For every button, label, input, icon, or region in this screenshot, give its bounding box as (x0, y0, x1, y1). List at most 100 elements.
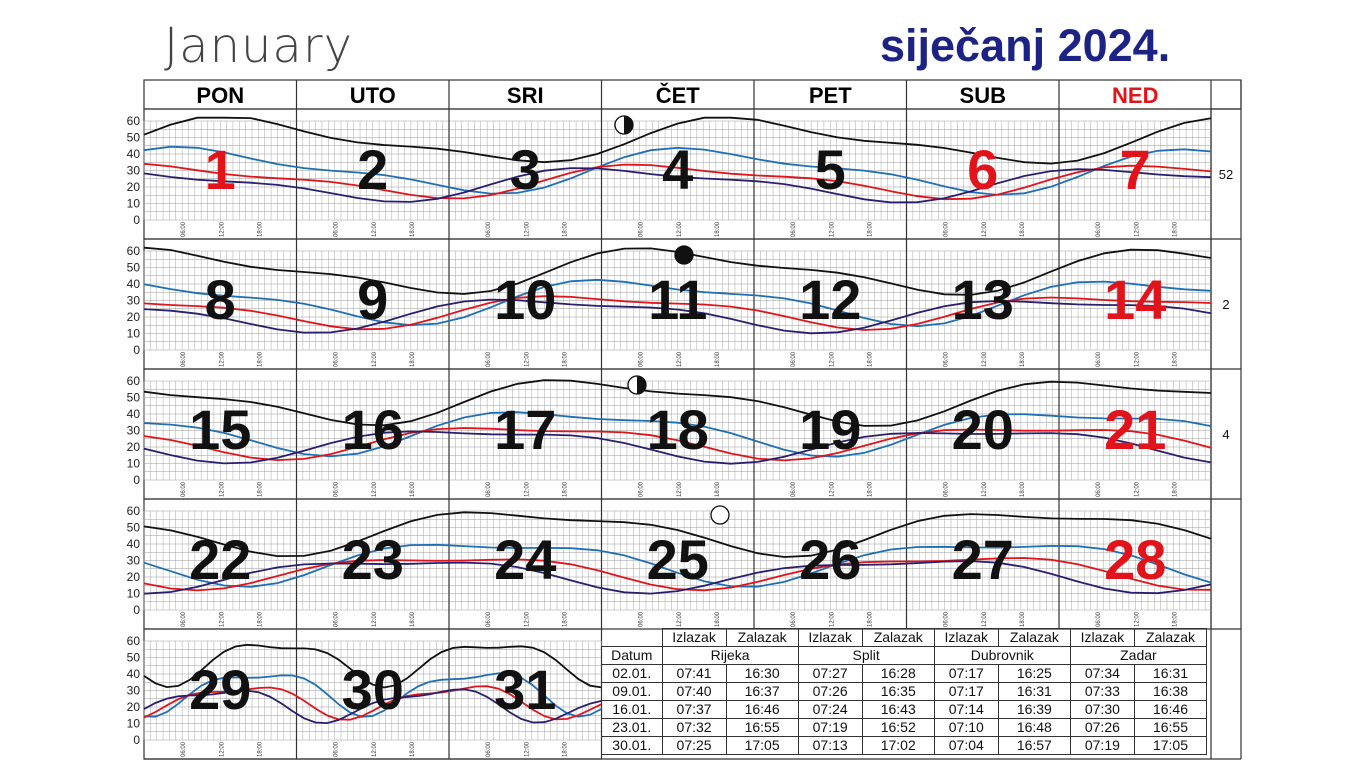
hour-label: 12:00 (677, 481, 683, 497)
hour-label: 18:00 (257, 741, 263, 757)
hour-label: 12:00 (219, 351, 225, 367)
y-tick-label: 30 (127, 424, 141, 438)
hour-label: 18:00 (410, 741, 416, 757)
hour-label: 06:00 (944, 481, 950, 497)
sunset-cell: 16:55 (1133, 718, 1208, 737)
hour-label: 12:00 (524, 741, 530, 757)
hour-label: 06:00 (639, 481, 645, 497)
sunrise-cell: 07:33 (1069, 682, 1135, 701)
week-number: 4 (1222, 427, 1229, 442)
day-number: 28 (1104, 528, 1166, 591)
hour-label: 06:00 (791, 481, 797, 497)
series-line (143, 427, 1212, 462)
y-tick-label: 50 (127, 521, 141, 535)
y-tick-label: 60 (127, 634, 141, 648)
hour-label: 18:00 (1172, 481, 1178, 497)
day-number: 10 (494, 268, 556, 331)
hour-label: 06:00 (334, 481, 340, 497)
series-line (143, 685, 602, 721)
y-tick-label: 10 (127, 197, 141, 211)
weekday-header: NED (1112, 83, 1158, 108)
y-tick-label: 0 (133, 473, 140, 487)
series-line (143, 298, 1212, 335)
weekday-header: PON (196, 83, 244, 108)
hour-label: 18:00 (257, 481, 263, 497)
sunrise-cell: 07:26 (797, 682, 863, 701)
y-tick-label: 20 (127, 440, 141, 454)
day-number: 24 (494, 528, 556, 591)
hour-label: 12:00 (524, 351, 530, 367)
series-line (143, 557, 1212, 592)
day-number: 8 (205, 268, 236, 331)
hour-label: 12:00 (219, 611, 225, 627)
hour-label: 18:00 (1020, 481, 1026, 497)
sunrise-cell: 07:13 (797, 736, 863, 755)
day-number: 21 (1104, 398, 1166, 461)
day-number: 6 (967, 138, 998, 201)
table-row: 16.01. 07:37 16:46 07:24 16:43 07:14 16:39 07:3… (601, 700, 1208, 719)
last-quarter-icon (614, 115, 634, 135)
hour-label: 06:00 (181, 351, 187, 367)
hour-label: 18:00 (867, 351, 873, 367)
y-tick-label: 10 (127, 587, 141, 601)
hour-label: 06:00 (639, 351, 645, 367)
hour-label: 18:00 (1172, 611, 1178, 627)
hour-label: 18:00 (1172, 221, 1178, 237)
day-number: 18 (647, 398, 709, 461)
hour-label: 18:00 (1020, 221, 1026, 237)
y-tick-label: 10 (127, 327, 141, 341)
hour-label: 12:00 (372, 741, 378, 757)
day-number: 3 (510, 138, 541, 201)
hour-label: 06:00 (334, 221, 340, 237)
sunset-cell: 16:52 (861, 718, 935, 737)
y-tick-label: 10 (127, 457, 141, 471)
y-tick-label: 60 (127, 504, 141, 518)
sunset-cell: 16:39 (997, 700, 1071, 719)
hour-label: 06:00 (791, 351, 797, 367)
weekday-header: SRI (507, 83, 544, 108)
series-line (143, 167, 1212, 204)
hour-label: 06:00 (944, 611, 950, 627)
hour-label: 18:00 (1020, 611, 1026, 627)
hour-label: 12:00 (524, 221, 530, 237)
day-number: 7 (1120, 138, 1151, 201)
hour-label: 12:00 (829, 481, 835, 497)
city-rijeka: Rijeka (661, 646, 799, 665)
hour-label: 06:00 (486, 351, 492, 367)
sunset-cell: 16:37 (725, 682, 799, 701)
col-zalazak: Zalazak (1133, 628, 1208, 647)
day-number: 25 (647, 528, 709, 591)
y-tick-label: 60 (127, 374, 141, 388)
sunset-cell: 17:05 (725, 736, 799, 755)
hour-label: 12:00 (372, 611, 378, 627)
hour-label: 18:00 (562, 351, 568, 367)
hour-label: 18:00 (410, 221, 416, 237)
y-tick-label: 40 (127, 667, 141, 681)
hour-label: 06:00 (334, 611, 340, 627)
date-cell: 23.01. (601, 718, 663, 737)
col-zalazak: Zalazak (725, 628, 799, 647)
sunset-cell: 17:05 (1133, 736, 1208, 755)
hour-label: 18:00 (1020, 351, 1026, 367)
hour-label: 18:00 (1172, 351, 1178, 367)
col-izlazak: Izlazak (1069, 628, 1135, 647)
month-title-english: January (164, 18, 353, 74)
hour-label: 18:00 (867, 611, 873, 627)
hour-label: 12:00 (677, 351, 683, 367)
col-zalazak: Zalazak (861, 628, 935, 647)
sunset-cell: 16:55 (725, 718, 799, 737)
col-zalazak: Zalazak (997, 628, 1071, 647)
y-tick-label: 50 (127, 391, 141, 405)
day-number: 20 (952, 398, 1014, 461)
y-tick-label: 40 (127, 277, 141, 291)
y-tick-label: 50 (127, 651, 141, 665)
sunset-cell: 16:38 (1133, 682, 1208, 701)
sunrise-cell: 07:37 (661, 700, 727, 719)
hour-label: 12:00 (982, 611, 988, 627)
date-cell: 16.01. (601, 700, 663, 719)
y-tick-label: 0 (133, 733, 140, 747)
sunset-cell: 16:31 (997, 682, 1071, 701)
city-dubrovnik: Dubrovnik (933, 646, 1071, 665)
day-number: 16 (342, 398, 404, 461)
hour-label: 06:00 (181, 221, 187, 237)
